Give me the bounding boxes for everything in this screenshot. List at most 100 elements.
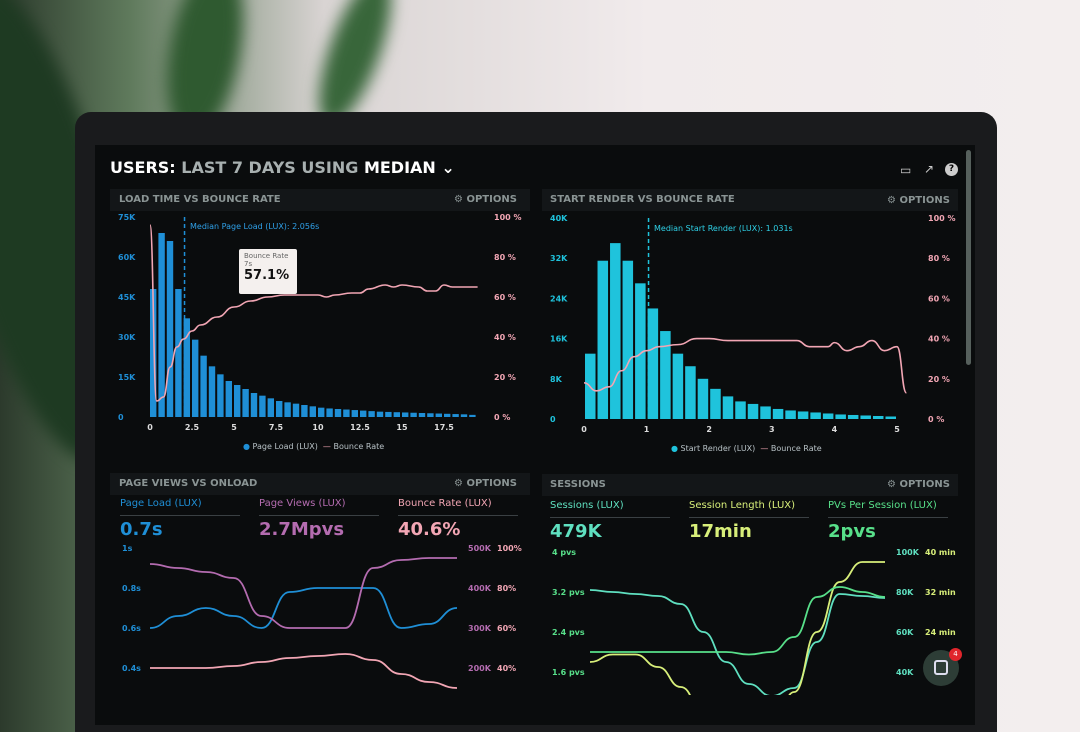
histogram-bar xyxy=(242,389,249,417)
dashboard-title[interactable]: USERS: LAST 7 DAYS USING MEDIAN ⌄ xyxy=(110,158,455,177)
kpi-divider xyxy=(120,515,240,516)
y-tick-label: 8K xyxy=(550,375,563,384)
tooltip-label: Bounce Rate xyxy=(244,252,289,260)
histogram-bar xyxy=(597,260,609,419)
histogram-bar xyxy=(685,366,696,419)
scrollbar[interactable] xyxy=(966,150,971,365)
kpi-divider xyxy=(259,515,379,516)
series-line xyxy=(589,589,886,695)
y2-tick-label: 300K xyxy=(468,624,492,633)
histogram-bar xyxy=(385,411,392,417)
y-tick-label: 4 pvs xyxy=(552,548,576,557)
legend-dot-icon: ● xyxy=(671,444,678,453)
histogram-bar xyxy=(225,381,232,417)
help-icon[interactable]: ? xyxy=(945,163,958,176)
y-tick-label: 3.2 pvs xyxy=(552,588,585,597)
load-legend: ● Page Load (LUX) — Bounce Rate xyxy=(243,442,384,451)
options-label: OPTIONS xyxy=(466,478,517,489)
y2-tick-label: 40 % xyxy=(928,335,950,344)
gear-icon: ⚙ xyxy=(454,194,463,205)
title-using: USING xyxy=(301,158,359,177)
y2-tick-label: 20 % xyxy=(928,375,950,384)
y-tick-label: 2.4 pvs xyxy=(552,628,585,637)
y2-tick-label: 0 % xyxy=(494,413,510,422)
histogram-bar xyxy=(444,413,451,417)
histogram-bar xyxy=(622,260,634,419)
y-tick-label: 40K xyxy=(550,214,568,223)
sessions-options-button[interactable]: ⚙ OPTIONS xyxy=(887,479,950,490)
histogram-bar xyxy=(343,409,350,417)
render-options-button[interactable]: ⚙ OPTIONS xyxy=(887,195,950,206)
render-legend: ● Start Render (LUX) — Bounce Rate xyxy=(671,444,822,453)
x-tick-label: 2.5 xyxy=(185,423,200,432)
histogram-bar xyxy=(660,331,671,419)
options-label: OPTIONS xyxy=(466,194,517,205)
x-tick-label: 10 xyxy=(312,423,324,432)
legend-line-icon: — xyxy=(322,442,331,451)
histogram-bar xyxy=(318,407,325,417)
histogram-bar xyxy=(635,283,646,419)
y3-tick-label: 100% xyxy=(497,544,522,553)
y-tick-label: 30K xyxy=(118,333,136,342)
y2-tick-label: 60 % xyxy=(928,294,950,303)
histogram-bar xyxy=(393,412,400,417)
sessions-panel-title: SESSIONS xyxy=(550,479,606,490)
y-tick-label: 75K xyxy=(118,213,136,222)
load-options-button[interactable]: ⚙ OPTIONS xyxy=(454,194,517,205)
kpi-divider xyxy=(828,517,948,518)
kpi-value: 479K xyxy=(550,521,602,542)
x-tick-label: 4 xyxy=(832,425,838,434)
x-tick-label: 7.5 xyxy=(269,423,284,432)
sessions-panel-header xyxy=(542,474,958,496)
x-tick-label: 0 xyxy=(581,425,587,434)
histogram-bar xyxy=(847,414,859,419)
x-tick-label: 1 xyxy=(644,425,650,434)
histogram-bar xyxy=(368,411,375,417)
options-label: OPTIONS xyxy=(899,479,950,490)
y2-tick-label: 40 % xyxy=(494,333,516,342)
share-icon[interactable]: ↗ xyxy=(924,162,935,176)
histogram-bar xyxy=(697,378,709,419)
chevron-down-icon[interactable]: ⌄ xyxy=(441,158,455,177)
y2-tick-label: 60K xyxy=(896,628,914,637)
histogram-bar xyxy=(460,414,468,417)
monitor-icon[interactable]: ▭ xyxy=(900,163,912,177)
histogram-bar xyxy=(822,413,834,419)
histogram-bar xyxy=(183,318,190,417)
kpi-value: 40.6% xyxy=(398,519,461,540)
gear-icon: ⚙ xyxy=(454,478,463,489)
histogram-bar xyxy=(785,410,796,419)
y2-tick-label: 20 % xyxy=(494,373,516,382)
histogram-bar xyxy=(175,289,182,417)
title-range[interactable]: LAST 7 DAYS xyxy=(181,158,296,177)
histogram-bar xyxy=(326,408,333,417)
y-tick-label: 60K xyxy=(118,253,136,262)
legend-page-load[interactable]: Page Load (LUX) xyxy=(252,442,318,451)
histogram-bar xyxy=(672,353,684,419)
y-tick-label: 0.6s xyxy=(122,624,141,633)
pageviews-panel-title: PAGE VIEWS VS ONLOAD xyxy=(119,478,258,489)
x-tick-label: 0 xyxy=(147,423,153,432)
legend-start-render[interactable]: Start Render (LUX) xyxy=(680,444,756,453)
pageviews-options-button[interactable]: ⚙ OPTIONS xyxy=(454,478,517,489)
series-line xyxy=(149,557,457,629)
tooltip-sub: 7s xyxy=(244,260,253,268)
legend-bounce-rate[interactable]: Bounce Rate xyxy=(333,442,385,451)
histogram-bar xyxy=(208,366,216,417)
histogram-bar xyxy=(860,415,871,419)
histogram-bar xyxy=(610,243,621,419)
y2-tick-label: 0 % xyxy=(928,415,944,424)
title-stat[interactable]: MEDIAN xyxy=(363,158,436,177)
histogram-bar xyxy=(334,409,342,417)
kpi-divider xyxy=(550,517,670,518)
y3-tick-label: 60% xyxy=(497,624,516,633)
histogram-bar xyxy=(250,393,258,417)
chat-badge: 4 xyxy=(949,648,962,661)
histogram-bar xyxy=(150,289,157,417)
histogram-bar xyxy=(797,411,809,419)
y3-tick-label: 40 min xyxy=(925,548,956,557)
legend-bounce-rate[interactable]: Bounce Rate xyxy=(770,444,822,453)
kpi-value: 2pvs xyxy=(828,521,876,542)
histogram-bar xyxy=(284,402,291,417)
x-tick-label: 5 xyxy=(231,423,237,432)
